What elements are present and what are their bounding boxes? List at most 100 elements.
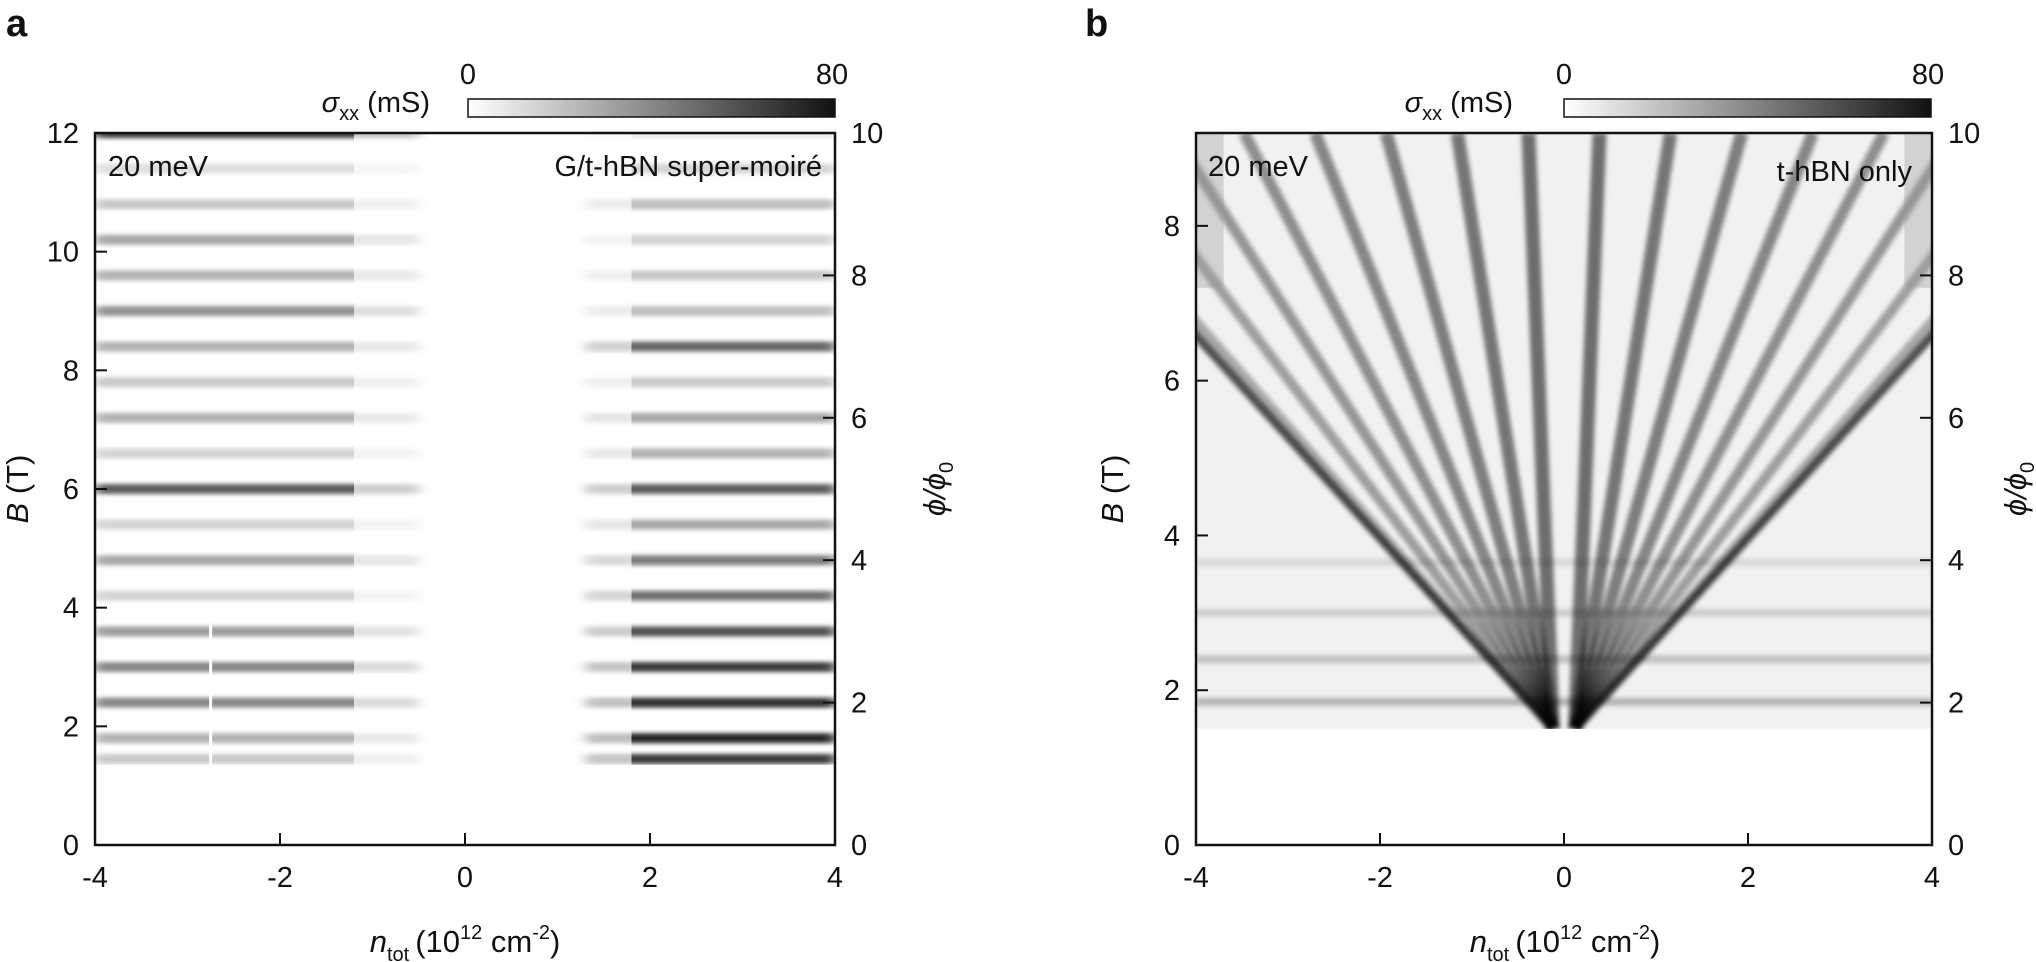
- y-axis-label-a: B (T): [0, 455, 35, 524]
- stripe-right-14: [585, 626, 835, 637]
- stripe-left-10: [95, 484, 419, 494]
- fan-line-neg-0: [1521, 133, 1560, 730]
- y-tick-label-b-4: 8: [1164, 211, 1180, 243]
- y-axis-label-b: B (T): [1095, 455, 1130, 524]
- corner-label-b: t-hBN only: [1777, 156, 1913, 188]
- y2label-sub-b: 0: [2017, 462, 2036, 473]
- y2-tick-label-a-2: 4: [851, 545, 867, 577]
- colorbar-unit-a: (mS): [359, 87, 430, 119]
- colorbar-max-a: 80: [816, 59, 848, 91]
- x-axis-label-a: ntot (1012 cm-2): [370, 922, 561, 962]
- stripe-right-11: [585, 519, 835, 530]
- stripe-right-12: [585, 555, 835, 566]
- y-tick-label-a-6: 12: [47, 118, 79, 150]
- y2-tick-label-a-3: 6: [851, 403, 867, 435]
- stripe-left-17: [95, 733, 419, 744]
- colorbar-max-b: 80: [1912, 59, 1944, 91]
- stripe-right-17: [585, 733, 835, 744]
- x-tick-label-b-4: 4: [1924, 862, 1940, 894]
- xlabel-unit-sup-a: 12: [460, 922, 482, 944]
- ylabel-symbol-a: B: [0, 503, 35, 524]
- fan-line-pos-4: [1569, 133, 1890, 732]
- no-data-region-b: [1196, 728, 1932, 845]
- fan-line-neg-12: [1196, 330, 1556, 732]
- xlabel-unit-pre-a: (10: [415, 924, 460, 959]
- fan-line-pos-5: [1570, 158, 1932, 732]
- colorbar-sub-b: xx: [1422, 103, 1442, 125]
- fan-line-pos-0: [1568, 133, 1607, 730]
- colorbar-min-b: 0: [1556, 59, 1572, 91]
- colorbar-a: [467, 98, 836, 118]
- xlabel-unit-post-a: ): [550, 924, 560, 959]
- x-tick-label-b-3: 2: [1740, 862, 1756, 894]
- stripe-left-5: [95, 306, 419, 316]
- fan-line-pos-6: [1570, 248, 1932, 733]
- xlabel-unit-post-b: ): [1650, 924, 1660, 959]
- fan-line-pos-3: [1569, 133, 1819, 732]
- x-tick-label-b-2: 0: [1556, 862, 1572, 894]
- center-fade-a: [354, 133, 632, 765]
- xlabel-unit-pre-b: (10: [1515, 924, 1560, 959]
- stripe-left-0: [95, 133, 419, 138]
- corner-label-a: G/t-hBN super-moiré: [554, 151, 822, 183]
- stripe-left-15: [95, 662, 419, 672]
- xlabel-unit-mid-b: cm: [1582, 924, 1632, 959]
- stripe-right-15: [585, 662, 835, 672]
- stripe-left-2: [95, 199, 419, 210]
- colorbar-symbol-b: σ: [1405, 87, 1424, 119]
- xlabel-unit-sup2-b: -2: [1632, 922, 1650, 944]
- stripe-left-13: [95, 590, 419, 601]
- fan-band-3: [1196, 558, 1932, 567]
- stripe-left-9: [95, 448, 419, 459]
- fan-band-2: [1196, 608, 1932, 617]
- x-axis-label-b: ntot (1012 cm-2): [1470, 922, 1661, 962]
- stripe-right-6: [585, 341, 835, 352]
- stripe-right-10: [585, 484, 835, 494]
- x-tick-label-a-4: 4: [827, 862, 843, 894]
- x-tick-label-a-3: 2: [642, 862, 658, 894]
- x-tick-label-b-1: -2: [1367, 862, 1393, 894]
- energy-label-a: 20 meV: [108, 151, 209, 183]
- y-tick-label-a-2: 4: [63, 593, 79, 625]
- fan-line-neg-3: [1309, 133, 1559, 732]
- stripe-left-3: [95, 234, 419, 245]
- stripe-left-7: [95, 377, 419, 388]
- panel-letter-b: b: [1085, 3, 1108, 45]
- stripe-left-12: [95, 555, 419, 566]
- stripe-left-16: [95, 697, 419, 708]
- stripe-right-18: [585, 753, 835, 764]
- y-tick-label-b-0: 0: [1164, 830, 1180, 862]
- fan-line-neg-6: [1196, 248, 1558, 733]
- y-tick-label-b-1: 2: [1164, 675, 1180, 707]
- y2-axis-label-a: ϕ/ϕ0: [917, 462, 958, 516]
- fan-line-neg-4: [1238, 133, 1559, 732]
- y2-tick-label-a-5: 10: [851, 118, 883, 150]
- y2-tick-label-a-0: 0: [851, 830, 867, 862]
- ylabel-unit-b: (T): [1095, 455, 1130, 503]
- y-tick-label-b-3: 6: [1164, 366, 1180, 398]
- fan-line-pos-12: [1572, 330, 1932, 732]
- data-background-b: [1196, 133, 1932, 729]
- colorbar-symbol-a: σ: [322, 87, 341, 119]
- stripe-right-1: [585, 163, 835, 174]
- y2-tick-label-a-4: 8: [851, 260, 867, 292]
- stripe-right-3: [585, 234, 835, 245]
- fan-band-0: [1196, 697, 1932, 706]
- fan-line-neg-1: [1450, 133, 1560, 730]
- y-tick-label-a-0: 0: [63, 830, 79, 862]
- y-tick-label-a-4: 8: [63, 355, 79, 387]
- fan-line-neg-2: [1380, 133, 1560, 731]
- colorbar-min-a: 0: [460, 59, 476, 91]
- stripe-left-1: [95, 163, 419, 174]
- stripe-left-6: [95, 341, 419, 352]
- y2-tick-label-a-1: 2: [851, 688, 867, 720]
- stripe-left-18: [95, 753, 419, 764]
- x-tick-label-a-1: -2: [267, 862, 293, 894]
- stripe-right-5: [585, 306, 835, 316]
- heatmap-b: [1196, 133, 1932, 845]
- stripe-left-8: [95, 412, 419, 423]
